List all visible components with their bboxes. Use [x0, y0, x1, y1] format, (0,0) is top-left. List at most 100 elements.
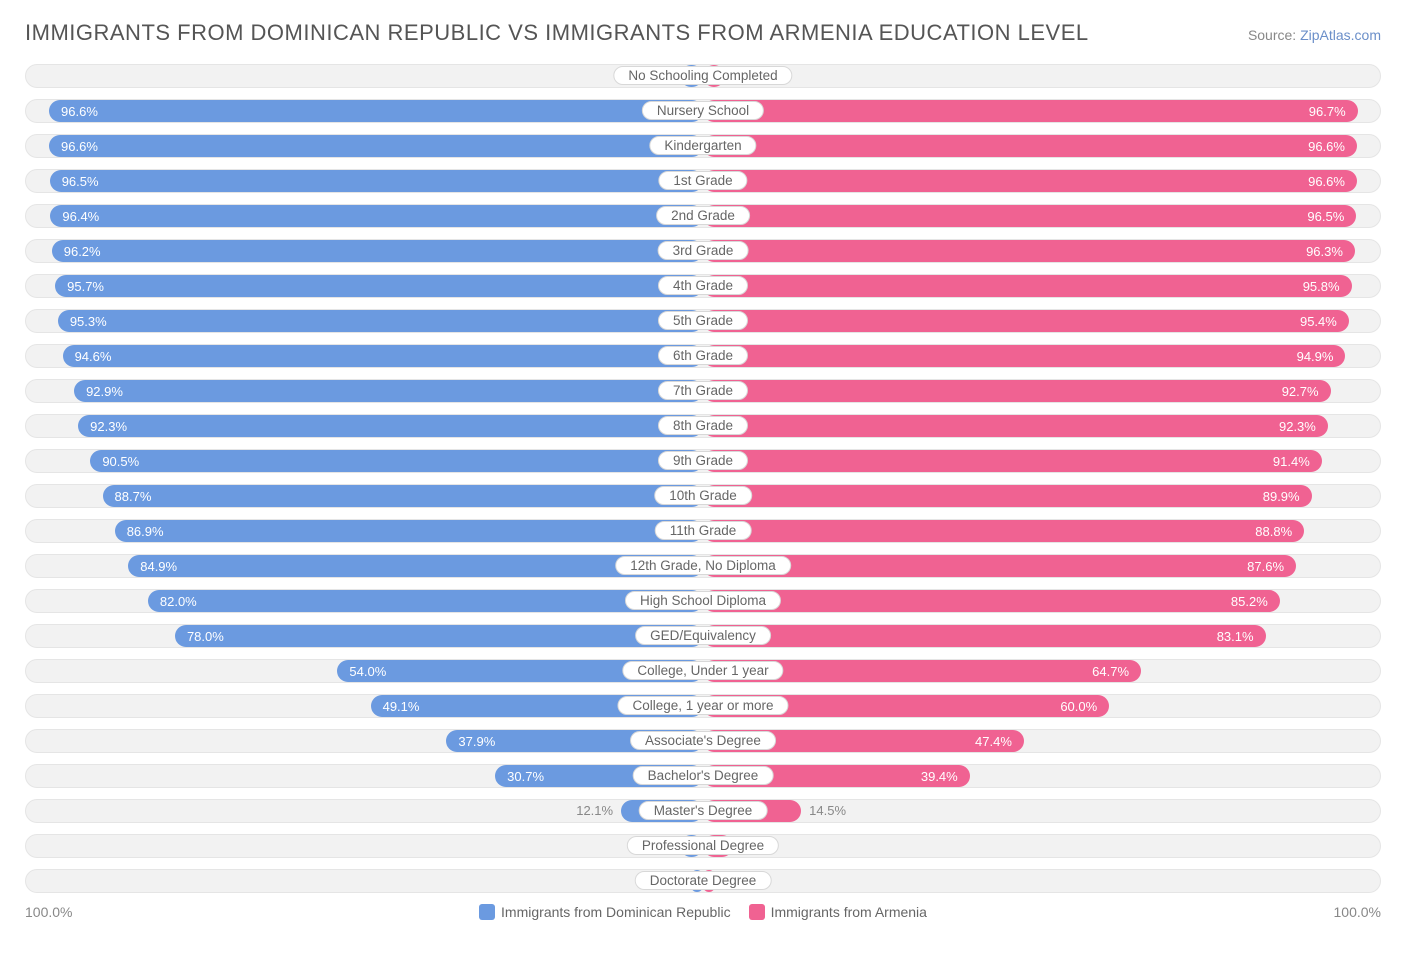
bar-row: 78.0%83.1%GED/Equivalency	[25, 624, 1381, 648]
bar-right-value: 88.8%	[1255, 524, 1292, 539]
chart-footer: 100.0% Immigrants from Dominican Republi…	[25, 904, 1381, 920]
bar-left-value: 12.1%	[576, 803, 613, 818]
category-label: GED/Equivalency	[635, 626, 771, 645]
bar-left: 95.7%	[55, 275, 703, 297]
bar-right: 95.4%	[703, 310, 1349, 332]
bar-left-value: 92.9%	[86, 384, 123, 399]
bar-row: 92.3% 92.3% 8th Grade	[25, 414, 1381, 438]
bar-right-value: 14.5%	[809, 803, 846, 818]
bar-right: 87.6%	[703, 555, 1296, 577]
bar-left-value: 96.2%	[64, 244, 101, 259]
bar-right: 96.6%	[703, 170, 1357, 192]
axis-right-max: 100.0%	[1334, 904, 1381, 920]
category-label: No Schooling Completed	[613, 66, 792, 85]
category-label: Bachelor's Degree	[633, 766, 774, 785]
source-link[interactable]: ZipAtlas.com	[1300, 27, 1381, 43]
bar-left-value: 88.7%	[115, 489, 152, 504]
category-label: 1st Grade	[658, 171, 747, 190]
bar-right-value: 47.4%	[975, 734, 1012, 749]
bar-left: 96.4%	[50, 205, 703, 227]
bar-left-value: 49.1%	[383, 699, 420, 714]
bar-right-value: 92.7%	[1282, 384, 1319, 399]
source-attribution: Source: ZipAtlas.com	[1248, 27, 1381, 43]
bar-right-value: 85.2%	[1231, 594, 1268, 609]
bar-row: 1.3%1.7%Doctorate Degree	[25, 869, 1381, 893]
bar-row: 92.9% 92.7% 7th Grade	[25, 379, 1381, 403]
bar-left-value: 95.7%	[67, 279, 104, 294]
chart-title: IMMIGRANTS FROM DOMINICAN REPUBLIC VS IM…	[25, 20, 1089, 46]
bar-left-value: 86.9%	[127, 524, 164, 539]
bar-right-value: 83.1%	[1217, 629, 1254, 644]
bar-left: 96.5%	[50, 170, 703, 192]
bar-left: 82.0%	[148, 590, 703, 612]
bar-left: 95.3%	[58, 310, 703, 332]
bar-right-value: 96.7%	[1309, 104, 1346, 119]
bar-right-value: 89.9%	[1263, 489, 1300, 504]
bar-right: 96.5%	[703, 205, 1356, 227]
bar-right: 96.7%	[703, 100, 1358, 122]
axis-left-max: 100.0%	[25, 904, 72, 920]
bar-row: 96.6%96.7%Nursery School	[25, 99, 1381, 123]
bar-row: 54.0% 64.7% College, Under 1 year	[25, 659, 1381, 683]
bar-left: 96.2%	[52, 240, 703, 262]
bar-right-value: 96.3%	[1306, 244, 1343, 259]
bar-row: 12.1%14.5%Master's Degree	[25, 799, 1381, 823]
bar-left-value: 94.6%	[75, 349, 112, 364]
bar-right: 91.4%	[703, 450, 1322, 472]
bar-row: 96.5% 96.6% 1st Grade	[25, 169, 1381, 193]
bar-right: 92.7%	[703, 380, 1331, 402]
category-label: 10th Grade	[654, 486, 752, 505]
bar-right: 83.1%	[703, 625, 1266, 647]
bar-right-value: 64.7%	[1092, 664, 1129, 679]
bar-right-value: 60.0%	[1060, 699, 1097, 714]
category-label: 3rd Grade	[658, 241, 749, 260]
bar-left: 92.9%	[74, 380, 703, 402]
bar-row: 96.2% 96.3% 3rd Grade	[25, 239, 1381, 263]
bar-left: 94.6%	[63, 345, 703, 367]
bar-left-value: 54.0%	[349, 664, 386, 679]
category-label: College, 1 year or more	[617, 696, 788, 715]
bar-right-value: 92.3%	[1279, 419, 1316, 434]
bar-right: 88.8%	[703, 520, 1304, 542]
bar-right-value: 95.4%	[1300, 314, 1337, 329]
legend-label-left: Immigrants from Dominican Republic	[501, 904, 731, 920]
category-label: 7th Grade	[658, 381, 748, 400]
bar-row: 82.0% 85.2% High School Diploma	[25, 589, 1381, 613]
bar-left-value: 84.9%	[140, 559, 177, 574]
legend-label-right: Immigrants from Armenia	[771, 904, 927, 920]
bar-right-value: 96.6%	[1308, 174, 1345, 189]
bar-right: 96.3%	[703, 240, 1355, 262]
bar-right: 85.2%	[703, 590, 1280, 612]
category-label: 8th Grade	[658, 416, 748, 435]
bar-row: 3.4%3.3%No Schooling Completed	[25, 64, 1381, 88]
bar-right-value: 39.4%	[921, 769, 958, 784]
bar-row: 86.9%88.8%11th Grade	[25, 519, 1381, 543]
category-label: 5th Grade	[658, 311, 748, 330]
category-label: High School Diploma	[625, 591, 781, 610]
legend-item-left: Immigrants from Dominican Republic	[479, 904, 731, 920]
bar-row: 49.1% 60.0% College, 1 year or more	[25, 694, 1381, 718]
bar-right-value: 87.6%	[1247, 559, 1284, 574]
category-label: Associate's Degree	[630, 731, 776, 750]
bar-row: 94.6%94.9%6th Grade	[25, 344, 1381, 368]
bar-row: 30.7% 39.4% Bachelor's Degree	[25, 764, 1381, 788]
category-label: College, Under 1 year	[622, 661, 783, 680]
bar-right: 92.3%	[703, 415, 1328, 437]
bar-left-value: 37.9%	[458, 734, 495, 749]
bar-left-value: 96.6%	[61, 104, 98, 119]
bar-row: 96.4%96.5%2nd Grade	[25, 204, 1381, 228]
bar-right-value: 91.4%	[1273, 454, 1310, 469]
category-label: 12th Grade, No Diploma	[615, 556, 791, 575]
bar-right: 94.9%	[703, 345, 1345, 367]
bar-left: 88.7%	[103, 485, 703, 507]
bar-left-value: 30.7%	[507, 769, 544, 784]
bar-right-value: 96.6%	[1308, 139, 1345, 154]
bar-row: 95.7%95.8%4th Grade	[25, 274, 1381, 298]
bar-left: 86.9%	[115, 520, 703, 542]
bar-row: 84.9% 87.6% 12th Grade, No Diploma	[25, 554, 1381, 578]
bar-left-value: 92.3%	[90, 419, 127, 434]
category-label: Doctorate Degree	[635, 871, 772, 890]
bar-left: 90.5%	[90, 450, 703, 472]
category-label: 9th Grade	[658, 451, 748, 470]
bar-left-value: 96.4%	[62, 209, 99, 224]
